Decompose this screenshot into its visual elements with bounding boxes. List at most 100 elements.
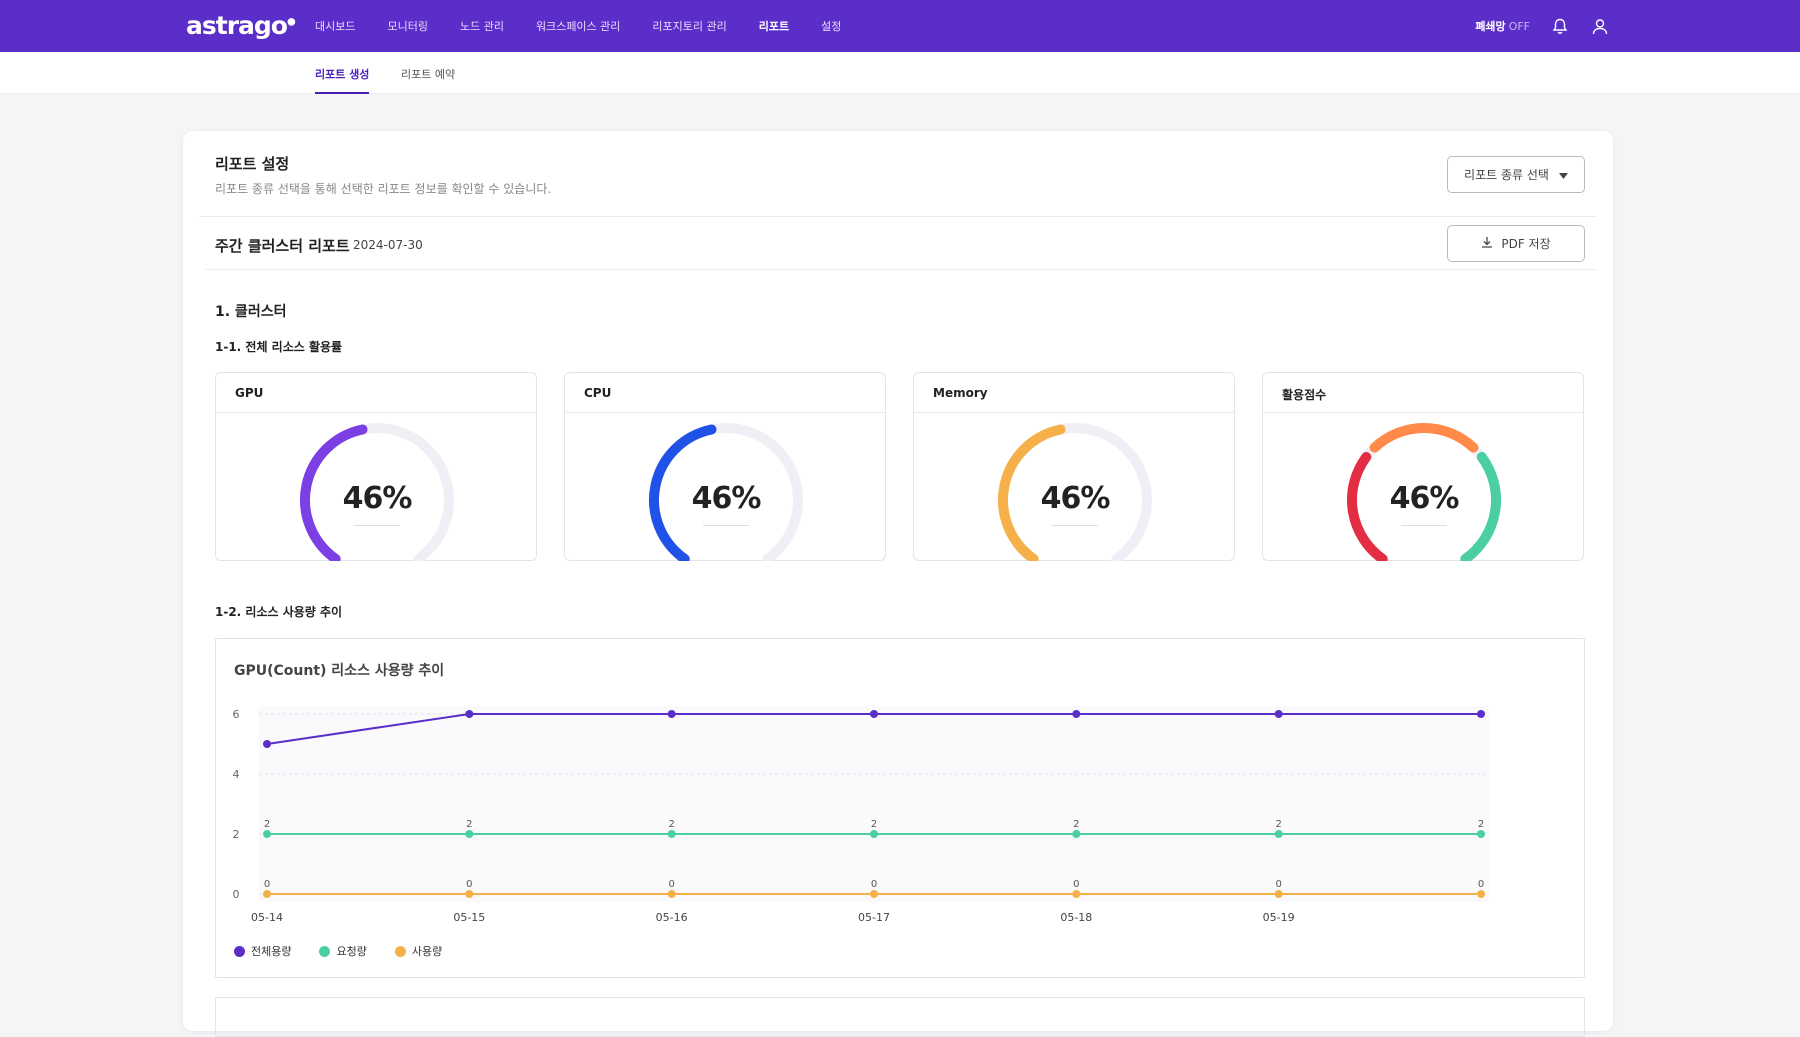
data-point — [465, 830, 474, 838]
nav-workspace-management[interactable]: 워크스페이스 관리 — [535, 20, 621, 33]
data-point — [1477, 830, 1485, 838]
gauge-title: 활용점수 — [1263, 373, 1583, 413]
legend-label: 전체용량 — [251, 945, 292, 958]
gauge-value: 46% — [1389, 481, 1460, 516]
report-type-select-label: 리포트 종류 선택 — [1464, 168, 1549, 182]
gauge-segment — [1347, 452, 1388, 561]
data-point — [1477, 890, 1485, 898]
data-point — [667, 890, 676, 898]
pdf-save-label: PDF 저장 — [1501, 237, 1551, 251]
nav-node-management[interactable]: 노드 관리 — [459, 20, 504, 33]
report-date: 2024-07-30 — [353, 238, 423, 252]
data-point — [1274, 710, 1283, 718]
gauge-chart — [1347, 423, 1501, 561]
chart-legend: 전체용량 요청량 사용량 — [234, 943, 442, 959]
chart-title: GPU(Count) 리소스 사용량 추이 — [234, 663, 445, 679]
legend-label: 요청량 — [336, 945, 367, 958]
closed-network-label: 폐쇄망 — [1475, 20, 1506, 33]
divider — [199, 216, 1597, 217]
settings-description: 리포트 종류 선택을 통해 선택한 리포트 정보를 확인할 수 있습니다. — [215, 182, 552, 196]
legend-item-requested[interactable]: 요청량 — [319, 943, 367, 959]
report-type-select[interactable]: 리포트 종류 선택 — [1447, 156, 1585, 193]
gauge-title: Memory — [914, 373, 1234, 413]
data-point — [263, 740, 271, 748]
data-label: 2 — [264, 819, 270, 830]
data-label: 0 — [264, 879, 270, 890]
nav-settings[interactable]: 설정 — [821, 20, 842, 33]
data-point — [870, 830, 878, 838]
data-point — [870, 890, 878, 898]
data-point — [465, 710, 474, 718]
gauge-segment — [1369, 423, 1479, 453]
closed-network-state: OFF — [1508, 20, 1530, 33]
tab-report-schedule[interactable]: 리포트 예약 — [401, 68, 456, 81]
data-label: 0 — [871, 879, 877, 890]
nav-report[interactable]: 리포트 — [758, 20, 790, 33]
data-label: 2 — [668, 819, 674, 830]
gauge-underline — [354, 525, 400, 526]
pdf-save-button[interactable]: PDF 저장 — [1447, 225, 1585, 262]
data-point — [667, 830, 676, 838]
gauge-underline — [1401, 525, 1447, 526]
nav-repository-management[interactable]: 리포지토리 관리 — [652, 20, 727, 33]
user-icon[interactable] — [1590, 16, 1610, 36]
gauge-segment — [1460, 452, 1501, 561]
gauge-chart — [300, 423, 454, 561]
legend-item-used[interactable]: 사용량 — [394, 943, 442, 959]
data-label: 0 — [1073, 879, 1079, 890]
closed-network-toggle[interactable]: 폐쇄망 OFF — [1475, 18, 1530, 34]
nav-monitoring[interactable]: 모니터링 — [387, 20, 428, 33]
legend-marker — [394, 945, 406, 957]
y-tick-label: 2 — [233, 828, 240, 841]
gauge-value: 46% — [1040, 481, 1111, 516]
subsection-resource-trend: 1-2. 리소스 사용량 추이 — [215, 605, 343, 619]
subsection-resource-utilization: 1-1. 전체 리소스 활용률 — [215, 340, 343, 354]
trend-chart-svg: 0 2 4 6 05-14 05-15 05-16 05-17 05-18 05-19 2 2 2 2 2 2… — [233, 706, 1489, 924]
bell-icon[interactable] — [1550, 16, 1570, 36]
data-point — [1477, 710, 1485, 718]
gpu-usage-trend-chart: 0 2 4 6 05-14 05-15 05-16 05-17 05-18 05-19 2 2 2 2 2 2… — [215, 638, 1585, 978]
nav-dashboard[interactable]: 대시보드 — [315, 20, 356, 33]
top-nav-bar: astrago● 대시보드 모니터링 노드 관리 워크스페이스 관리 리포지토리… — [0, 0, 1800, 52]
data-point — [465, 890, 474, 898]
report-title: 주간 클러스터 리포트 — [215, 237, 350, 255]
gauge-underline — [703, 525, 749, 526]
x-tick-label: 05-14 — [251, 911, 283, 924]
tab-report-create[interactable]: 리포트 생성 — [315, 66, 370, 94]
data-point — [1072, 890, 1081, 898]
download-icon — [1481, 236, 1493, 251]
data-point — [667, 710, 676, 718]
x-tick-label: 05-17 — [858, 911, 890, 924]
data-point — [1072, 710, 1081, 718]
gauge-chart — [998, 423, 1152, 561]
gauge-underline — [1052, 525, 1098, 526]
settings-title: 리포트 설정 — [215, 155, 290, 173]
caret-down-icon — [1558, 168, 1568, 182]
data-label: 0 — [1478, 879, 1484, 890]
nav-right: 폐쇄망 OFF — [1475, 0, 1610, 52]
y-tick-label: 4 — [233, 768, 240, 781]
x-tick-label: 05-19 — [1263, 911, 1295, 924]
data-label: 2 — [466, 819, 472, 830]
gauge-fill — [649, 424, 717, 561]
gauge-chart — [649, 423, 803, 561]
data-point — [1274, 890, 1283, 898]
data-point — [263, 890, 271, 898]
gauge-card-gpu: GPU 46% — [215, 372, 537, 561]
legend-item-total[interactable]: 전체용량 — [234, 943, 291, 959]
legend-marker — [234, 945, 245, 957]
next-chart-box — [215, 997, 1585, 1037]
sub-tab-bar: 리포트 생성 리포트 예약 — [0, 52, 1800, 94]
legend-marker — [319, 945, 331, 957]
x-tick-label: 05-18 — [1060, 911, 1092, 924]
gauge-card-memory: Memory 46% — [913, 372, 1235, 561]
report-card: 리포트 설정 리포트 종류 선택을 통해 선택한 리포트 정보를 확인할 수 있… — [183, 131, 1613, 1037]
gauge-value: 46% — [691, 481, 762, 516]
gauge-card-utilization-score: 활용점수 46% — [1262, 372, 1584, 561]
gauge-fill — [998, 424, 1066, 561]
gauge-card-cpu: CPU 46% — [564, 372, 886, 561]
data-point — [1274, 830, 1283, 838]
gauge-title: GPU — [216, 373, 536, 413]
astrago-logo[interactable]: astrago● — [186, 11, 296, 40]
y-tick-label: 0 — [233, 888, 240, 901]
